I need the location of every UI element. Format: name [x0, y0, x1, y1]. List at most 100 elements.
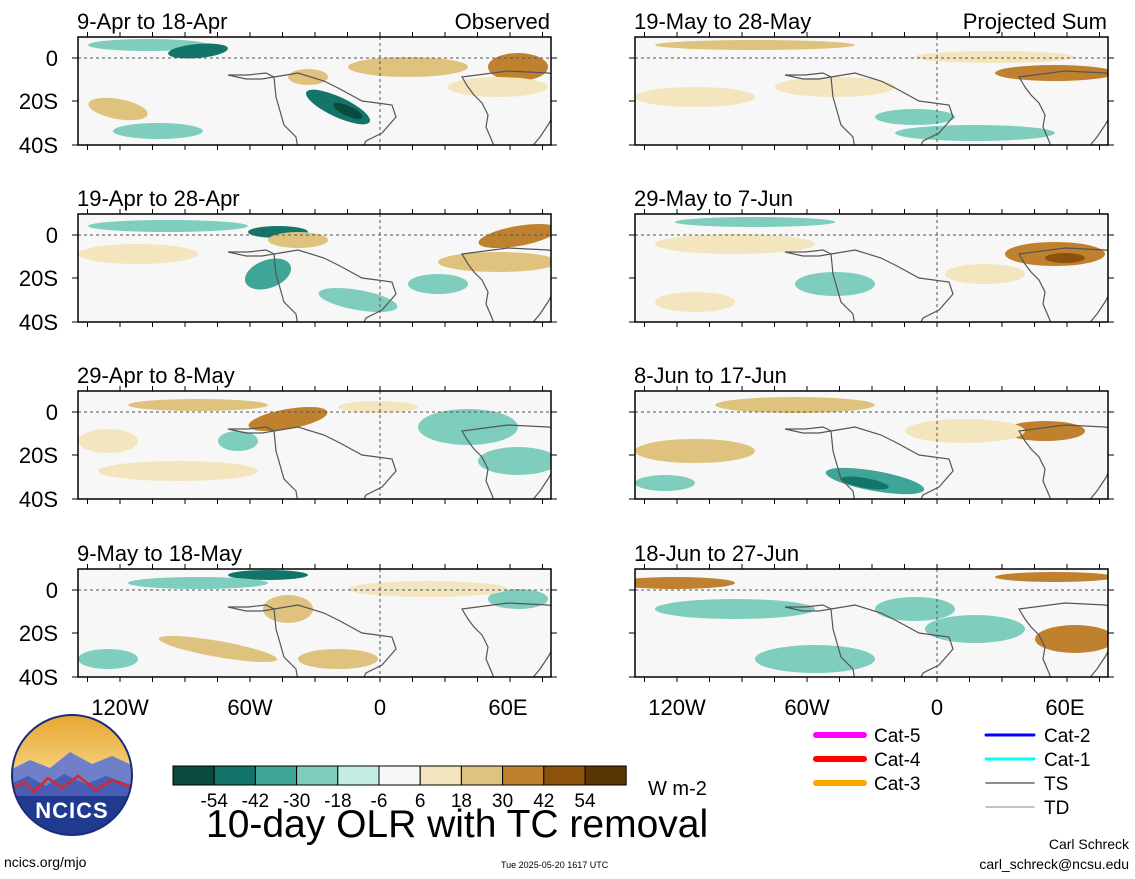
- olr-anomaly-patch: [298, 649, 378, 669]
- olr-anomaly-patch: [478, 447, 551, 475]
- olr-anomaly-patch: [288, 69, 328, 85]
- olr-anomaly-patch: [168, 43, 228, 59]
- colorbar-swatch: [254, 765, 298, 786]
- olr-anomaly-patch: [1035, 625, 1108, 653]
- olr-anomaly-patch: [655, 234, 815, 254]
- olr-anomaly-patch: [338, 401, 418, 413]
- colorbar-swatch: [419, 765, 462, 786]
- olr-anomaly-patch: [875, 109, 955, 125]
- olr-anomaly-patch: [635, 87, 755, 107]
- colorbar-swatch: [584, 765, 627, 786]
- olr-anomaly-patch: [875, 597, 955, 621]
- map-panel: 29-May to 7-Jun: [629, 186, 1114, 327]
- olr-anomaly-patch: [655, 599, 815, 619]
- olr-anomaly-patch: [905, 419, 1025, 443]
- legend-label: Cat-4: [874, 750, 921, 771]
- lon-tick-label: 120W: [91, 695, 149, 720]
- olr-anomaly-patch: [925, 615, 1025, 643]
- lat-tick-label: 40S: [19, 310, 58, 335]
- olr-anomaly-patch: [268, 232, 328, 248]
- olr-anomaly-patch: [1005, 421, 1085, 441]
- olr-anomaly-patch: [88, 97, 148, 121]
- colorbar-tick-label: 42: [533, 791, 554, 812]
- site-link[interactable]: ncics.org/mjo: [4, 854, 87, 870]
- lon-tick-label: 120W: [648, 695, 706, 720]
- olr-anomaly-patch: [88, 220, 248, 232]
- olr-anomaly-patch: [128, 577, 268, 589]
- figure-title: 10-day OLR with TC removal: [206, 803, 709, 846]
- colorbar-swatch: [502, 765, 545, 786]
- panel-period-label: 29-Apr to 8-May: [77, 363, 235, 388]
- panel-period-label: 19-May to 28-May: [634, 9, 811, 34]
- panel-period-label: 18-Jun to 27-Jun: [634, 541, 799, 566]
- olr-anomaly-patch: [675, 217, 835, 227]
- map-panel: 18-Jun to 27-Jun 120W 60W 0 60E: [629, 541, 1114, 720]
- olr-anomaly-patch: [655, 292, 735, 312]
- lon-tick-label: 0: [931, 695, 943, 720]
- logo-text: NCICS: [35, 798, 108, 823]
- lat-tick-label: 40S: [19, 665, 58, 690]
- olr-anomaly-patch: [78, 649, 138, 669]
- olr-anomaly-patch: [995, 572, 1108, 582]
- map-panel: 9-May to 18-May 0 20S 40S 120W 60W 0 60E: [19, 541, 557, 720]
- colorbar-tick-label: -42: [242, 791, 269, 812]
- panel-period-label: 9-Apr to 18-Apr: [77, 9, 227, 34]
- olr-anomaly-patch: [775, 77, 895, 97]
- olr-anomaly-patch: [244, 258, 292, 290]
- olr-anomaly-patch: [263, 595, 313, 623]
- colorbar-tick-label: -18: [324, 791, 351, 812]
- olr-anomaly-patch: [755, 645, 875, 673]
- colorbar-tick-label: 54: [574, 791, 596, 812]
- legend-label: TD: [1044, 798, 1069, 819]
- olr-anomaly-patch: [635, 577, 735, 589]
- olr-anomaly-patch: [635, 475, 695, 491]
- olr-anomaly-patch: [128, 399, 268, 411]
- panel-period-label: 19-Apr to 28-Apr: [77, 186, 240, 211]
- colorbar: -54 -42 -30 -18 -6 6 18 30 42 54: [172, 765, 627, 812]
- author-email[interactable]: carl_schreck@ncsu.edu: [979, 856, 1129, 872]
- lat-tick-label: 20S: [19, 621, 58, 646]
- ncics-logo: [11, 714, 133, 836]
- lon-tick-label: 60E: [488, 695, 527, 720]
- olr-anomaly-patch: [158, 635, 278, 663]
- lon-tick-label: 60E: [1045, 695, 1084, 720]
- lat-tick-label: 40S: [19, 133, 58, 158]
- colorbar-swatch: [460, 765, 504, 786]
- lon-tick-label: 60W: [784, 695, 829, 720]
- olr-anomaly-patch: [98, 461, 258, 481]
- lat-tick-label: 0: [46, 46, 58, 71]
- olr-anomaly-patch: [488, 53, 548, 81]
- olr-anomaly-patch: [841, 476, 889, 490]
- colorbar-tick-label: -6: [371, 791, 388, 812]
- olr-anomaly-patch: [318, 287, 398, 313]
- olr-anomaly-patch: [1045, 253, 1085, 263]
- legend-label: Cat-5: [874, 726, 920, 747]
- colorbar-tick-label: 18: [451, 791, 472, 812]
- colorbar-swatch: [378, 765, 421, 786]
- legend-label: Cat-3: [874, 774, 920, 795]
- lat-tick-label: 0: [46, 400, 58, 425]
- olr-anomaly-patch: [635, 439, 755, 463]
- olr-anomaly-patch: [348, 581, 508, 597]
- colorbar-swatch: [337, 765, 380, 786]
- tc-legend: Cat-5 Cat-4 Cat-3 Cat-2 Cat-1 TS TD: [813, 726, 1090, 819]
- colorbar-tick-label: -30: [283, 791, 310, 812]
- colorbar-units: W m-2: [648, 778, 707, 800]
- colorbar-swatch: [213, 765, 256, 786]
- olr-anomaly-patch: [448, 77, 548, 97]
- olr-anomaly-patch: [113, 123, 203, 139]
- olr-anomaly-patch: [715, 397, 875, 413]
- map-panel: 29-Apr to 8-May 0 20S 40S: [19, 363, 557, 512]
- olr-anomaly-patch: [418, 409, 518, 445]
- olr-anomaly-patch: [945, 264, 1025, 284]
- timestamp: Tue 2025-05-20 1617 UTC: [501, 860, 609, 870]
- colorbar-tick-label: 6: [415, 791, 426, 812]
- legend-label: Cat-1: [1044, 750, 1090, 771]
- colorbar-tick-label: 30: [492, 791, 513, 812]
- map-panel: 8-Jun to 17-Jun: [629, 363, 1114, 504]
- lon-tick-label: 60W: [227, 695, 272, 720]
- olr-anomaly-patch: [78, 429, 138, 453]
- olr-anomaly-patch: [348, 57, 468, 77]
- lon-tick-label: 0: [374, 695, 386, 720]
